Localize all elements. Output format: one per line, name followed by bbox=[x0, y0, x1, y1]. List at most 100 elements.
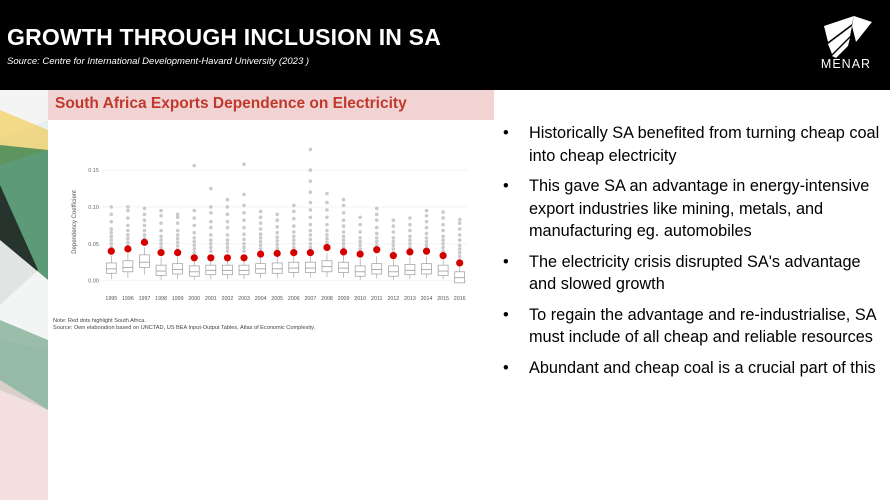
south-africa-point bbox=[389, 251, 397, 260]
outlier-point bbox=[225, 219, 230, 224]
bullet-symbol: • bbox=[503, 177, 509, 195]
outlier-point bbox=[408, 234, 412, 239]
outlier-point bbox=[258, 209, 263, 214]
outlier-point bbox=[242, 203, 246, 208]
chart-note-line2: Source: Own elaboration based on UNCTAD,… bbox=[53, 325, 316, 331]
logo-text: MENAR bbox=[820, 57, 872, 71]
outlier-point bbox=[408, 228, 412, 233]
outlier-point bbox=[175, 244, 180, 248]
box-body bbox=[371, 263, 383, 275]
south-africa-point bbox=[190, 254, 198, 262]
outlier-point bbox=[192, 250, 197, 255]
outlier-point bbox=[225, 241, 230, 246]
box-body bbox=[188, 265, 200, 277]
outlier-point bbox=[291, 209, 296, 214]
x-tick-label: 2004 bbox=[255, 296, 267, 302]
outlier-point bbox=[159, 238, 163, 242]
outlier-point bbox=[424, 243, 429, 248]
outlier-point bbox=[275, 239, 280, 243]
outlier-point bbox=[126, 228, 130, 233]
outlier-point bbox=[242, 232, 246, 237]
outlier-point bbox=[175, 233, 180, 237]
outlier-point bbox=[457, 243, 462, 248]
outlier-point bbox=[225, 225, 230, 230]
x-tick-label: 2015 bbox=[437, 296, 449, 302]
bullet-text: To regain the advantage and re-industria… bbox=[529, 305, 876, 347]
outlier-point bbox=[291, 238, 296, 242]
outlier-point bbox=[209, 219, 213, 224]
outlier-point bbox=[258, 247, 263, 251]
outlier-point bbox=[242, 211, 246, 215]
outlier-point bbox=[457, 227, 462, 231]
outlier-point bbox=[175, 240, 180, 245]
outlier-point bbox=[209, 245, 213, 250]
outlier-point bbox=[308, 237, 313, 242]
outlier-point bbox=[308, 215, 313, 220]
x-tick-label: 2002 bbox=[222, 296, 234, 302]
outlier-point bbox=[209, 186, 213, 191]
outlier-point bbox=[291, 234, 296, 239]
outlier-point bbox=[175, 212, 180, 217]
outlier-point bbox=[109, 205, 114, 209]
outlier-point bbox=[424, 236, 429, 240]
outlier-point bbox=[424, 219, 429, 224]
south-africa-point bbox=[290, 249, 298, 257]
box-body bbox=[388, 265, 399, 277]
outlier-point bbox=[341, 224, 346, 228]
south-africa-point bbox=[356, 250, 364, 258]
bullet-item: • To regain the advantage and re-industri… bbox=[500, 304, 885, 349]
outlier-point bbox=[209, 238, 213, 242]
outlier-point bbox=[391, 230, 396, 234]
x-tick-label: 2013 bbox=[404, 296, 416, 302]
x-tick-label: 2010 bbox=[354, 296, 366, 302]
outlier-point bbox=[308, 241, 313, 246]
outlier-point bbox=[441, 241, 445, 246]
outlier-point bbox=[291, 241, 296, 246]
outlier-point bbox=[258, 215, 263, 220]
bullet-item: • Abundant and cheap coal is a crucial pa… bbox=[500, 357, 885, 380]
outlier-point bbox=[291, 203, 296, 208]
outlier-point bbox=[258, 221, 263, 225]
outlier-point bbox=[325, 200, 329, 205]
outlier-point bbox=[308, 168, 313, 172]
outlier-point bbox=[275, 235, 280, 239]
y-tick-label: 0.10 bbox=[88, 205, 99, 211]
outlier-point bbox=[457, 250, 462, 255]
chart-note-line1: Note: Red dots highlight South Africa. bbox=[53, 318, 146, 324]
outlier-point bbox=[457, 217, 462, 222]
bullet-text: Abundant and cheap coal is a crucial par… bbox=[529, 358, 876, 377]
box-body bbox=[421, 263, 432, 275]
outlier-point bbox=[242, 192, 246, 197]
outlier-point bbox=[358, 236, 362, 240]
outlier-point bbox=[225, 205, 230, 209]
x-tick-label: 1999 bbox=[172, 296, 184, 302]
sa-flag-decoration bbox=[0, 90, 48, 500]
south-africa-point bbox=[456, 259, 464, 267]
outlier-point bbox=[408, 222, 412, 227]
box-body bbox=[139, 254, 150, 268]
outlier-point bbox=[424, 213, 429, 218]
outlier-point bbox=[391, 224, 396, 228]
outlier-point bbox=[358, 215, 362, 220]
south-africa-point bbox=[406, 248, 414, 256]
south-africa-point bbox=[273, 249, 281, 257]
outlier-point bbox=[374, 236, 379, 240]
outlier-point bbox=[308, 245, 313, 250]
outlier-point bbox=[192, 208, 197, 213]
outlier-point bbox=[209, 211, 213, 215]
bullet-item: • The electricity crisis disrupted SA's … bbox=[500, 251, 885, 296]
page-title: GROWTH THROUGH INCLUSION IN SA bbox=[7, 24, 442, 50]
outlier-point bbox=[308, 179, 313, 183]
outlier-point bbox=[159, 213, 163, 218]
outlier-point bbox=[408, 241, 412, 246]
outlier-point bbox=[159, 241, 163, 246]
outlier-point bbox=[391, 236, 396, 240]
outlier-point bbox=[325, 191, 329, 196]
outlier-point bbox=[341, 197, 346, 202]
outlier-point bbox=[325, 222, 329, 227]
outlier-point bbox=[109, 227, 114, 231]
south-africa-point bbox=[107, 247, 115, 255]
south-africa-point bbox=[124, 245, 132, 253]
outlier-point bbox=[258, 232, 263, 237]
outlier-point bbox=[408, 245, 412, 250]
